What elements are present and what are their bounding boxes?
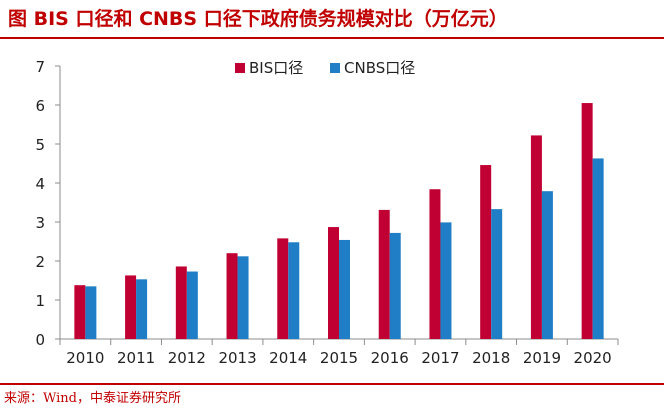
y-tick-label: 2	[35, 253, 45, 271]
bars	[74, 103, 604, 339]
bar-bis	[226, 253, 238, 339]
bar-bis	[581, 103, 593, 339]
y-axis: 0 1 2 3 4 5 6 7	[35, 58, 61, 349]
source-note: 来源：Wind，中泰证券研究所	[4, 391, 181, 406]
y-tick-label: 3	[35, 214, 45, 232]
x-tick-label: 2012	[168, 349, 206, 367]
bar-bis	[378, 209, 390, 339]
bar-bis	[328, 227, 339, 339]
footer-divider	[0, 383, 664, 385]
bar-bis	[175, 266, 187, 339]
legend: BIS口径 CNBS口径	[235, 59, 415, 77]
bar-cnbs	[186, 271, 198, 339]
x-tick-label: 2013	[218, 349, 256, 367]
bar-cnbs	[339, 239, 350, 339]
x-axis: 2010 2011 2012 2013 2014 2015 2016 2017 2018 2019…	[59, 338, 619, 367]
bar-bis	[429, 189, 441, 339]
legend-cnbs-label: CNBS口径	[344, 59, 415, 77]
bar-bis	[277, 238, 289, 339]
y-tick-label: 7	[35, 58, 45, 76]
bar-bis	[74, 285, 86, 339]
y-tick-label: 0	[35, 331, 45, 349]
y-tick-label: 6	[35, 97, 45, 115]
x-tick-label: 2011	[117, 349, 155, 367]
x-tick-label: 2015	[320, 349, 358, 367]
bar-cnbs	[136, 279, 148, 339]
bar-cnbs	[491, 209, 503, 339]
legend-bis-swatch	[235, 63, 245, 73]
legend-cnbs-swatch	[330, 63, 340, 73]
y-tick-label: 5	[35, 136, 45, 154]
bar-bis	[480, 165, 492, 339]
y-tick-label: 1	[35, 292, 45, 310]
title-divider	[0, 37, 664, 39]
bar-cnbs	[541, 191, 553, 339]
x-tick-label: 2018	[472, 349, 510, 367]
bar-cnbs	[288, 242, 300, 339]
bar-cnbs	[85, 286, 97, 339]
y-tick-label: 4	[35, 175, 45, 193]
x-tick-label: 2014	[269, 349, 307, 367]
legend-bis-label: BIS口径	[249, 59, 303, 77]
bar-bis	[530, 135, 542, 339]
bar-cnbs	[389, 232, 401, 339]
x-tick-label: 2017	[421, 349, 459, 367]
x-tick-label: 2010	[66, 349, 104, 367]
x-tick-label: 2020	[574, 349, 612, 367]
chart-title: 图 BIS 口径和 CNBS 口径下政府债务规模对比（万亿元）	[8, 8, 508, 30]
bar-cnbs	[237, 256, 249, 339]
bar-cnbs	[440, 222, 452, 339]
bar-bis	[125, 275, 137, 339]
x-tick-label: 2019	[523, 349, 561, 367]
x-tick-label: 2016	[371, 349, 409, 367]
bar-cnbs	[592, 158, 604, 339]
